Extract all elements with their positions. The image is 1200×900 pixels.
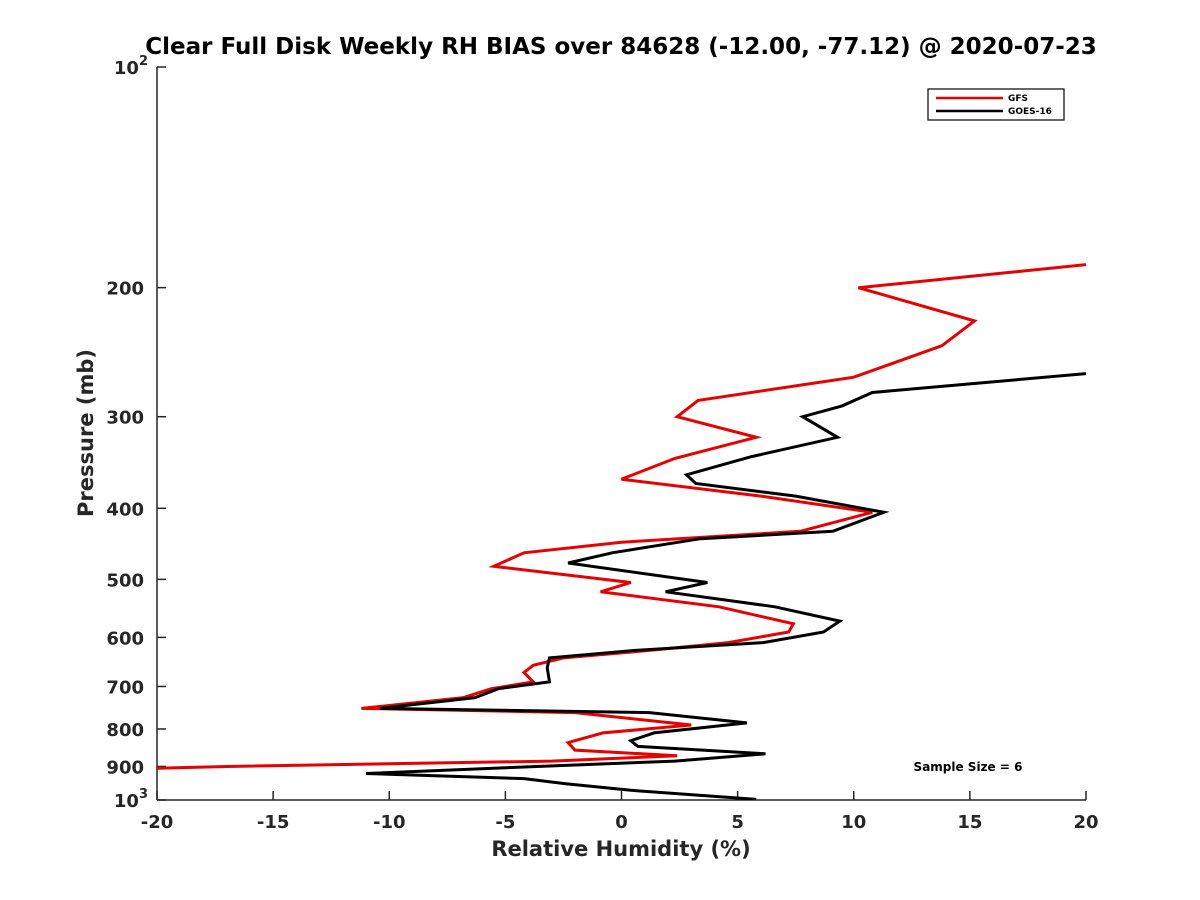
series-line-gfs <box>157 263 1086 770</box>
x-tick-label: 15 <box>957 812 982 833</box>
legend-box <box>927 88 1065 121</box>
y-tick-label: 102 <box>114 54 148 79</box>
y-tick-base: 10 <box>114 58 139 79</box>
legend: GFS GOES-16 <box>927 88 1065 121</box>
y-axis-label: Pressure (mb) <box>74 349 98 517</box>
series-lines <box>157 263 1086 800</box>
y-tick-label: 103 <box>114 787 148 812</box>
x-tick-label: 10 <box>841 812 866 833</box>
sample-size-annotation: Sample Size = 6 <box>914 760 1023 774</box>
x-tick-label: -10 <box>373 812 406 833</box>
legend-label: GOES-16 <box>1008 107 1052 117</box>
y-tick-label: 200 <box>106 279 144 300</box>
x-axis-ticks: -20 -15 -10 -5 0 5 10 15 20 <box>141 791 1099 833</box>
plot-axes <box>156 67 1086 801</box>
y-tick-label: 900 <box>106 757 144 778</box>
y-tick-label: 600 <box>106 628 144 649</box>
x-tick-label: 5 <box>731 812 744 833</box>
y-tick-label: 800 <box>106 720 144 741</box>
x-tick-label: -5 <box>495 812 515 833</box>
series-line-goes-16 <box>365 372 1086 800</box>
x-tick-label: -20 <box>141 812 174 833</box>
x-tick-label: 20 <box>1073 812 1098 833</box>
legend-label: GFS <box>1008 94 1028 104</box>
x-axis-label: Relative Humidity (%) <box>491 837 750 861</box>
y-tick-label: 700 <box>106 677 144 698</box>
y-tick-base: 10 <box>114 791 139 812</box>
x-tick-label: -15 <box>257 812 290 833</box>
y-tick-label: 400 <box>106 499 144 520</box>
x-tick-label: 0 <box>615 812 628 833</box>
y-tick-exponent: 2 <box>139 54 148 69</box>
chart-title: Clear Full Disk Weekly RH BIAS over 8462… <box>145 34 1097 60</box>
y-tick-exponent: 3 <box>139 787 148 802</box>
y-tick-label: 300 <box>106 408 144 429</box>
y-tick-label: 500 <box>106 570 144 591</box>
